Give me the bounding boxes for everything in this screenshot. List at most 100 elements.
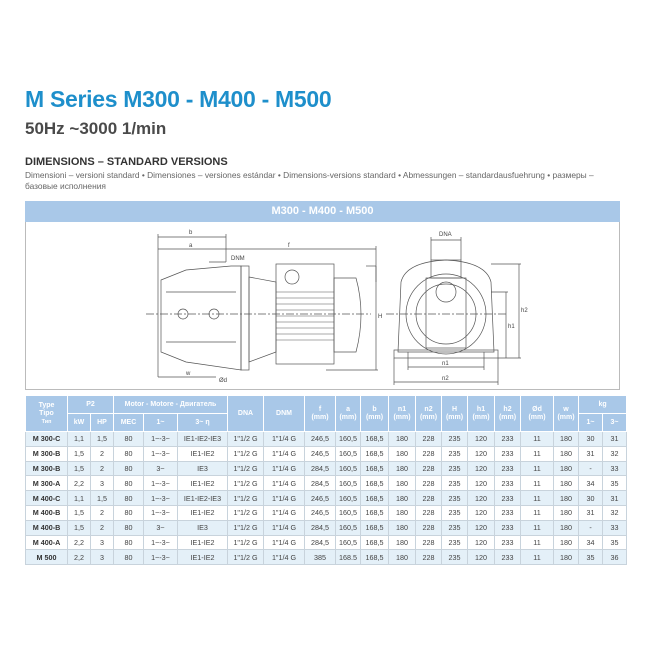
kw-header: kW: [67, 413, 91, 432]
page-subtitle: 50Hz ~3000 1/min: [25, 119, 167, 138]
three-phase-eff-header: 3~ η: [176, 413, 229, 432]
dim-unit: (mm): [339, 413, 357, 421]
label-h2: h2: [521, 308, 528, 314]
table-cell: IE1-IE2-IE3: [176, 431, 229, 447]
table-cell: 284,5: [304, 475, 337, 492]
table-cell: 3: [90, 475, 114, 492]
table-cell: 11: [520, 460, 555, 477]
table-cell: 11: [520, 475, 555, 492]
table-cell: 11: [520, 534, 555, 551]
label-od: Ød: [219, 378, 227, 384]
table-cell: 180: [388, 445, 417, 462]
dim-header-w: w (mm): [553, 395, 580, 432]
table-cell: 11: [520, 445, 555, 462]
table-cell: 160,5: [335, 490, 362, 506]
table-header: Type Tipo Тип P2 Motor - Motore - Двигател…: [25, 395, 628, 432]
table-cell: 2,2: [67, 475, 91, 492]
table-cell: 160,5: [335, 519, 362, 536]
kg-single-header: 1~: [578, 413, 604, 432]
table-cell: 1,5: [90, 431, 114, 447]
dim-name: Ød: [532, 405, 542, 413]
table-cell: 1,5: [67, 504, 91, 521]
table-cell: 11: [520, 431, 555, 447]
label-a: a: [189, 243, 193, 249]
table-cell: 1"1/2 G: [227, 490, 265, 506]
table-cell: IE1-IE2-IE3: [176, 490, 229, 506]
table-cell: 160,5: [335, 475, 362, 492]
dim-unit: (mm): [472, 413, 490, 421]
mec-header: MEC: [113, 413, 144, 432]
table-cell: 235: [441, 549, 469, 566]
label-dnm: DNM: [231, 256, 245, 262]
dim-unit: (mm): [528, 413, 546, 421]
type-label: Type: [38, 401, 55, 409]
dim-header-f: f (mm): [304, 395, 337, 432]
table-cell: 233: [494, 534, 522, 551]
label-f: f: [288, 243, 290, 249]
dimension-diagram: b a f DNM DNA H h1 h2 w Ød n1 n2: [25, 222, 620, 390]
model-cell: M 400-B: [25, 519, 68, 536]
table-cell: 235: [441, 475, 469, 492]
model-cell: M 300-A: [25, 475, 68, 492]
table-cell: 228: [415, 519, 443, 536]
table-cell: 168,5: [360, 534, 390, 551]
table-cell: 235: [441, 504, 469, 521]
table-cell: 246,5: [304, 431, 337, 447]
table-cell: 168,5: [360, 475, 390, 492]
table-cell: 120: [467, 490, 496, 506]
table-cell: 1~-3~: [143, 431, 178, 447]
table-cell: 228: [415, 549, 443, 566]
table-cell: 168,5: [360, 460, 390, 477]
table-cell: 228: [415, 431, 443, 447]
table-cell: 168,5: [360, 504, 390, 521]
table-cell: 1,5: [67, 519, 91, 536]
table-cell: 246,5: [304, 445, 337, 462]
table-cell: 1~-3~: [143, 504, 178, 521]
table-cell: 284,5: [304, 460, 337, 477]
dna-header: DNA: [227, 395, 265, 432]
table-cell: 1~-3~: [143, 490, 178, 506]
table-cell: 284,5: [304, 519, 337, 536]
table-cell: 2: [90, 504, 114, 521]
table-cell: 80: [113, 549, 144, 566]
table-cell: 1"1/4 G: [263, 519, 306, 536]
table-cell: 168.5: [335, 549, 362, 566]
table-cell: 246,5: [304, 504, 337, 521]
dim-name: h2: [503, 405, 512, 413]
dimensions-table: Type Tipo Тип P2 Motor - Motore - Двигател…: [25, 395, 628, 566]
table-cell: 2: [90, 445, 114, 462]
model-cell: M 400-C: [25, 490, 68, 506]
table-cell: 246,5: [304, 490, 337, 506]
table-cell: 120: [467, 445, 496, 462]
label-h1: h1: [508, 324, 515, 330]
table-cell: 32: [602, 504, 628, 521]
table-row: M 400-B 1,5 2 80 3~ IE3 1"1/2 G 1"1/4 G 284,5 160…: [25, 519, 628, 536]
label-b: b: [189, 230, 193, 236]
table-cell: 160,5: [335, 431, 362, 447]
model-cell: M 300-B: [25, 460, 68, 477]
table-cell: 1"1/4 G: [263, 460, 306, 477]
table-cell: 1"1/4 G: [263, 475, 306, 492]
table-cell: 33: [602, 460, 628, 477]
table-cell: 235: [441, 490, 469, 506]
table-cell: 35: [578, 549, 604, 566]
dim-unit: (mm): [557, 413, 575, 421]
table-cell: 233: [494, 549, 522, 566]
table-cell: 120: [467, 431, 496, 447]
table-cell: 3: [90, 534, 114, 551]
table-cell: 180: [553, 445, 580, 462]
table-cell: 11: [520, 549, 555, 566]
table-cell: 233: [494, 475, 522, 492]
table-cell: 1"1/2 G: [227, 475, 265, 492]
dim-header-n2: n2 (mm): [415, 395, 443, 432]
table-cell: 1"1/2 G: [227, 549, 265, 566]
kg-three-header: 3~: [602, 413, 628, 432]
table-row: M 400-C 1,1 1,5 80 1~-3~ IE1-IE2-IE3 1"1/2 G 1"…: [25, 490, 628, 506]
table-cell: 1"1/2 G: [227, 431, 265, 447]
table-cell: 235: [441, 519, 469, 536]
table-cell: IE3: [176, 519, 229, 536]
table-cell: 228: [415, 445, 443, 462]
table-cell: 235: [441, 460, 469, 477]
